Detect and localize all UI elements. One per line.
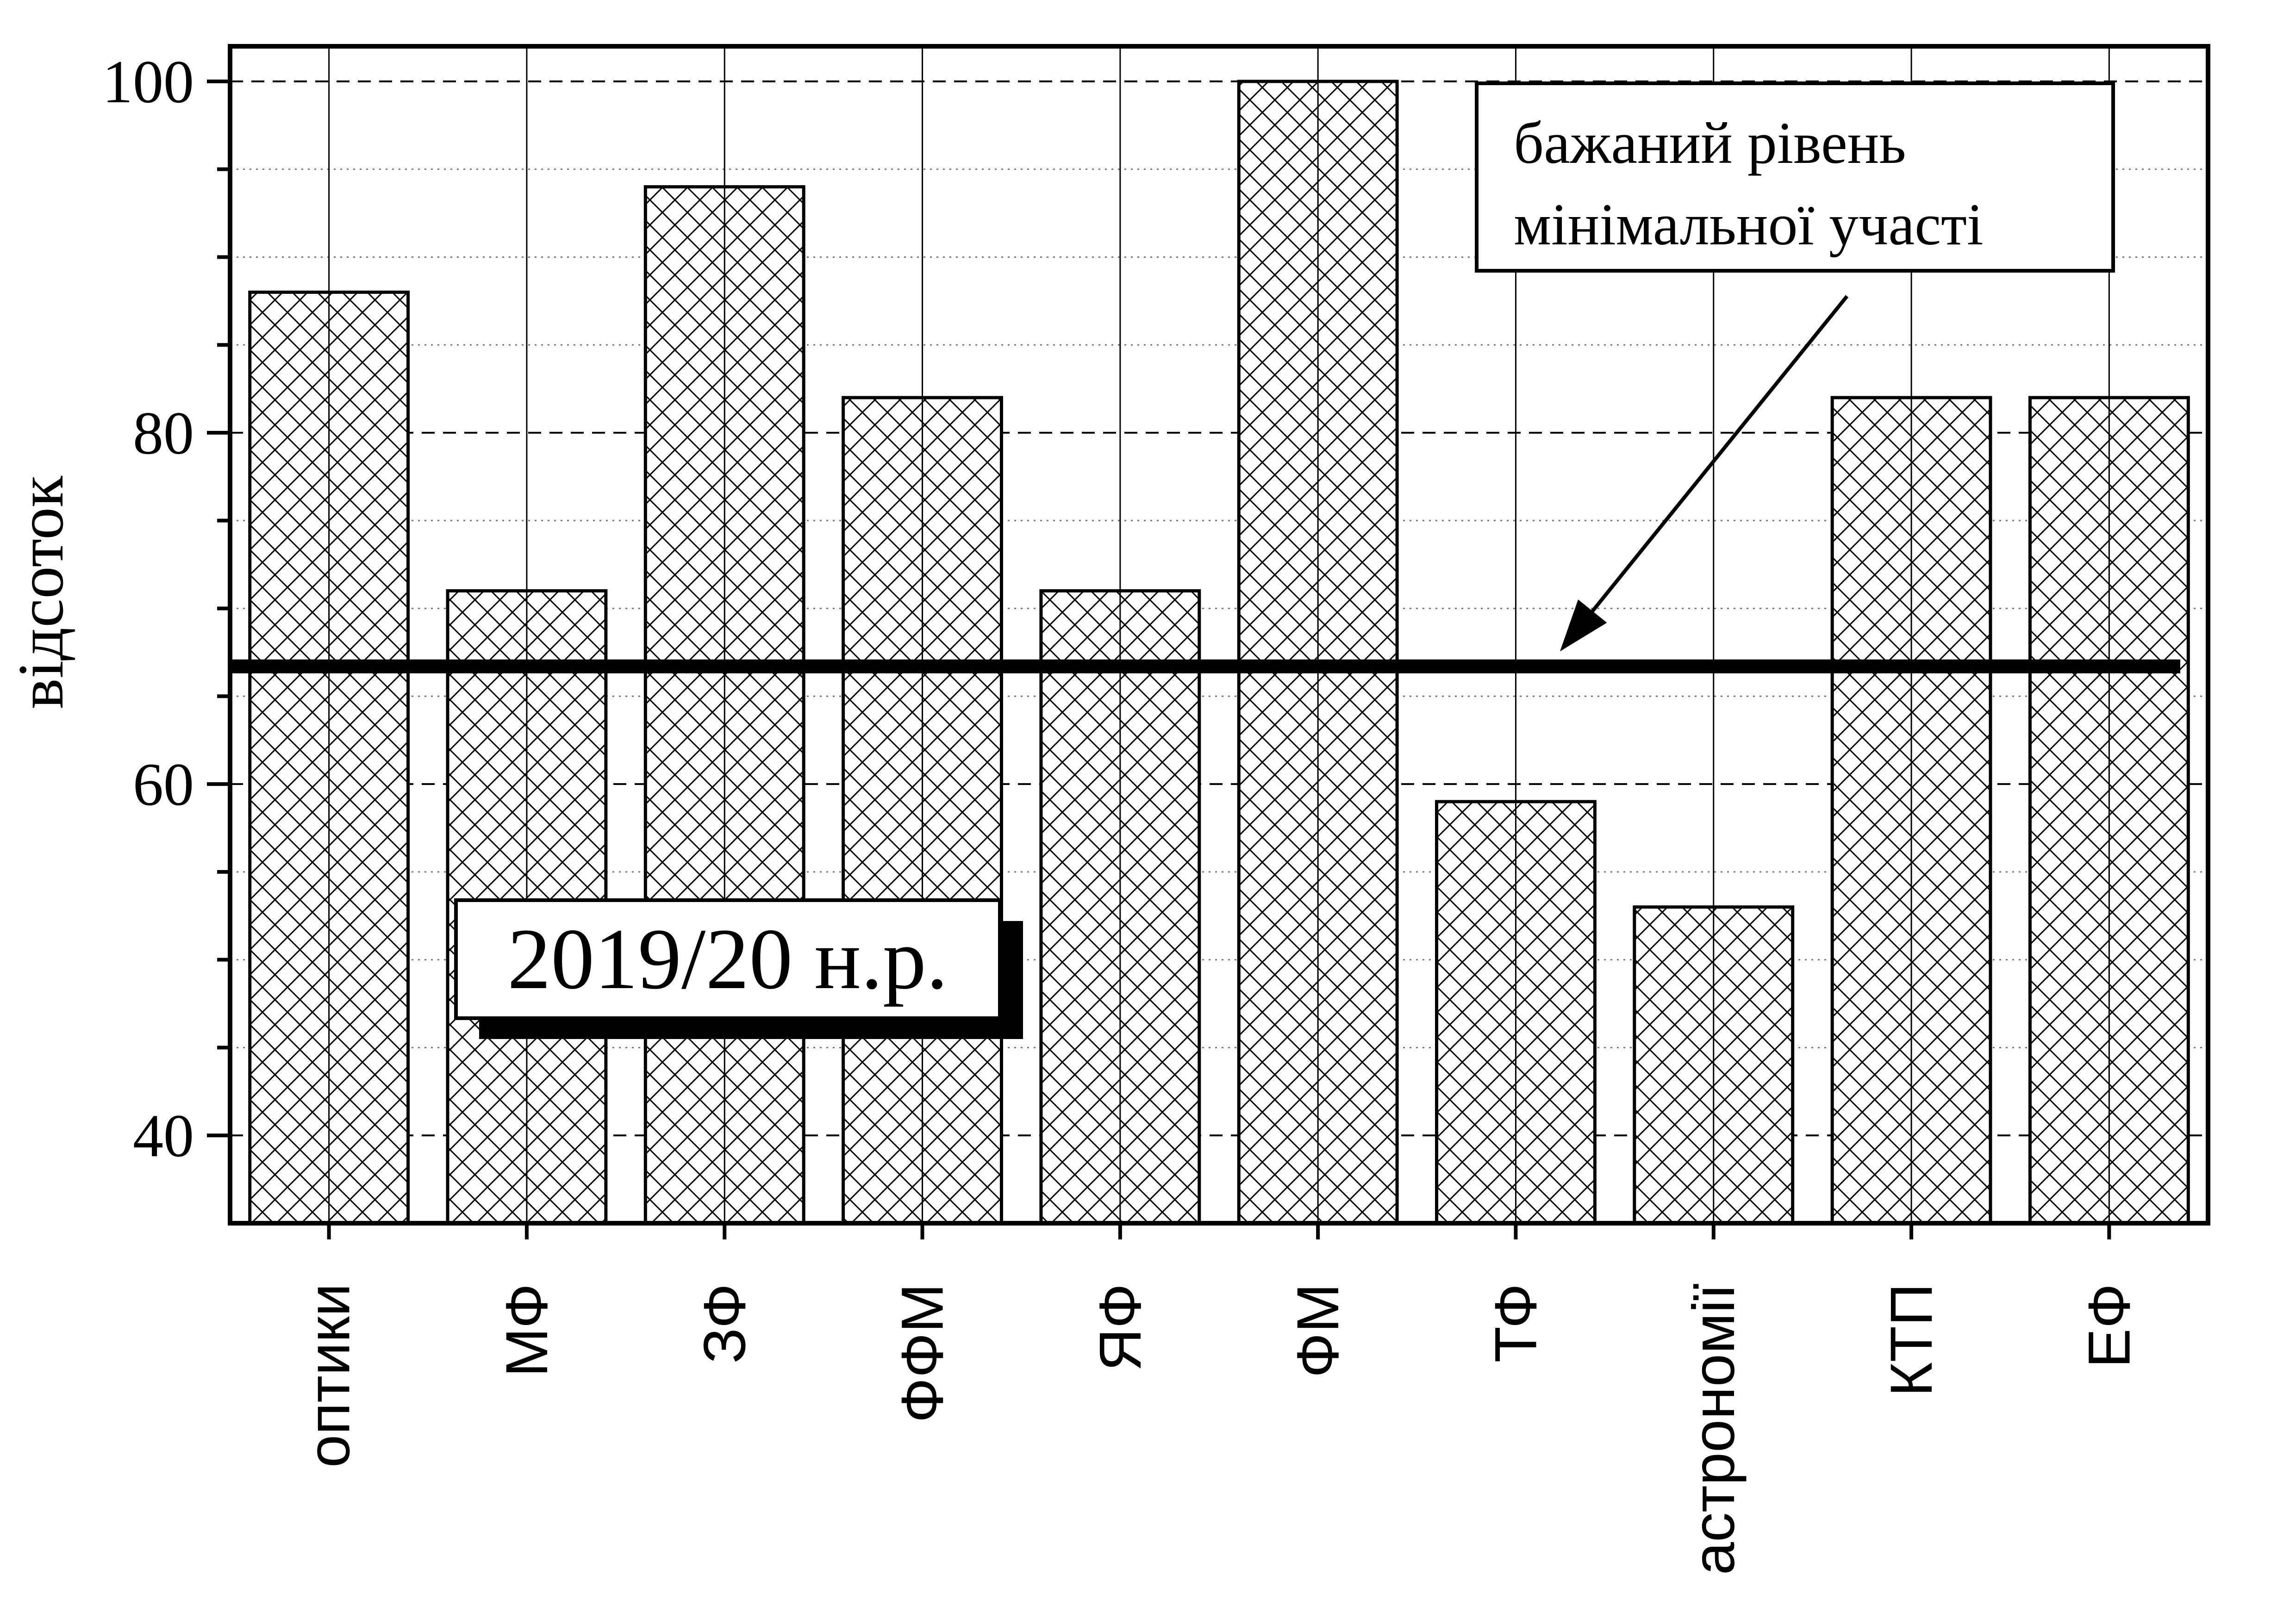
annotation-line-1: бажаний рівень [1514,110,1906,176]
x-tick-label: ЗФ [692,1283,758,1363]
x-tick-label: ЕФ [2076,1283,2142,1368]
x-tick-label: ФМ [1285,1283,1351,1378]
period-label-box: 2019/20 н.р. [454,898,1023,1039]
x-tick-label: астрономії [1681,1283,1747,1575]
annotation-line-2: мінімальної участі [1514,192,1984,257]
x-tick-label: КТП [1878,1283,1945,1397]
y-tick-label: 100 [102,48,194,116]
x-tick-label: ТФ [1483,1283,1549,1363]
y-tick-label: 80 [133,399,194,467]
x-tick-label: оптики [296,1283,362,1468]
y-axis-label: відсоток [5,475,77,709]
x-tick-label: ФФМ [890,1283,956,1423]
period-label: 2019/20 н.р. [507,910,948,1007]
x-axis-ticks: оптики МФ ЗФ ФФМ ЯФ ФМ ТФ астрономії КТП ЕФ [296,1223,2142,1575]
plot-frame [228,44,2210,1226]
x-tick-label: ЯФ [1087,1283,1154,1371]
y-axis-ticks: 40 60 80 100 [102,48,230,1170]
x-tick-label: МФ [494,1283,560,1377]
annotation-box: бажаний рівень мінімальної участі [1475,81,2115,273]
annotation-arrow [1560,295,1849,652]
y-tick-label: 60 [133,750,194,818]
y-tick-label: 40 [133,1101,194,1170]
